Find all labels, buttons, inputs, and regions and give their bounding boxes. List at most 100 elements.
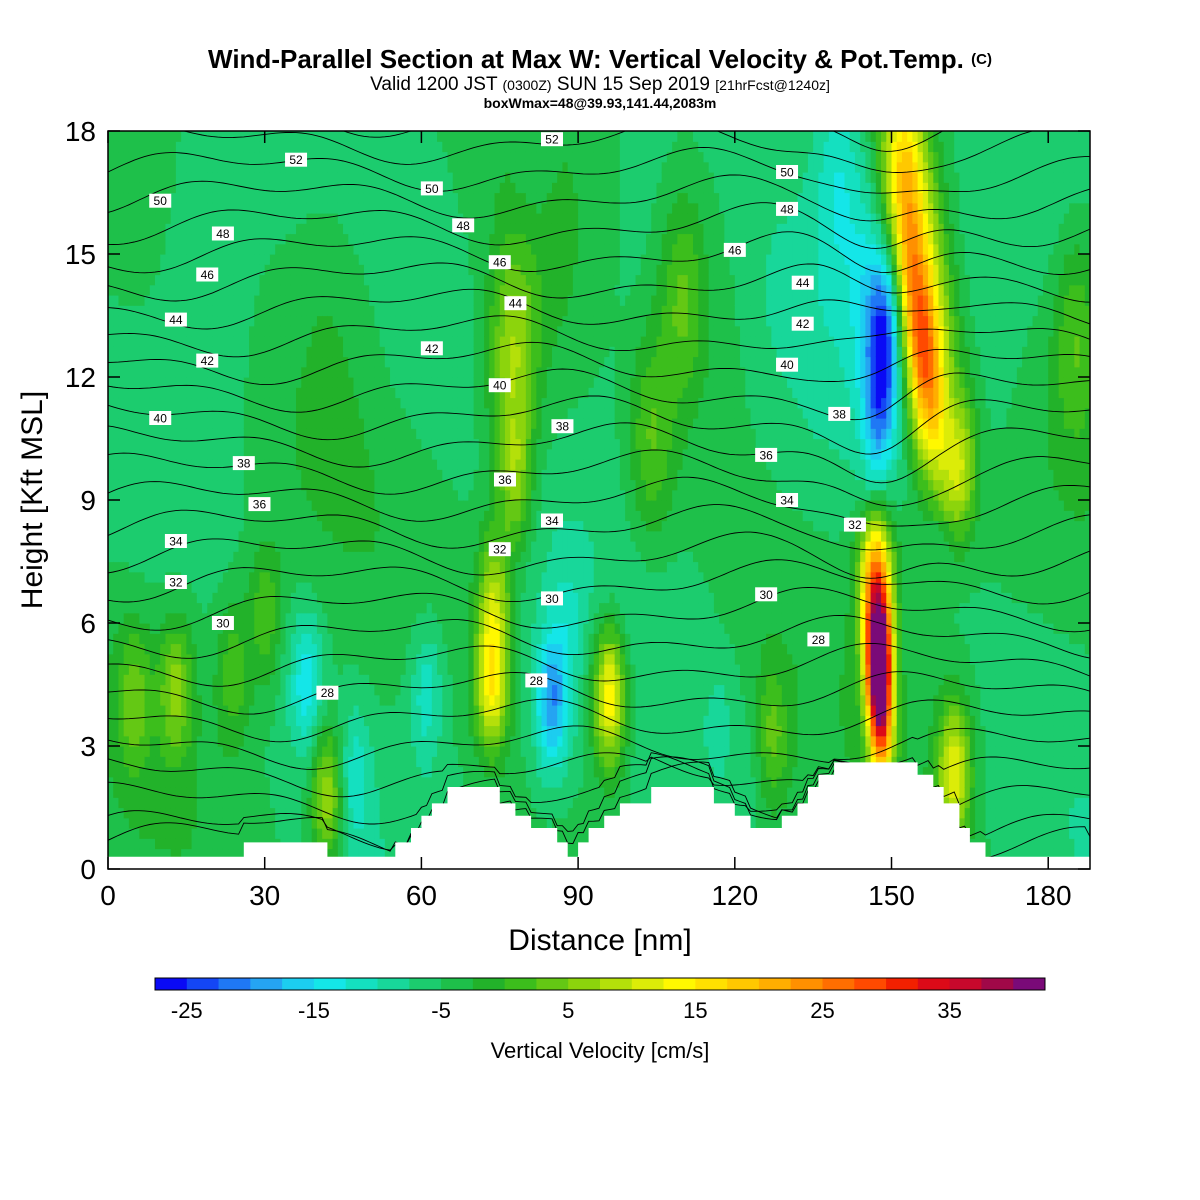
isentrope-line (108, 288, 1090, 330)
isentrope-label: 48 (776, 201, 799, 216)
colorbar-swatch (695, 978, 728, 990)
colorbar-swatch (981, 978, 1014, 990)
colorbar-tick-label: 25 (810, 998, 834, 1023)
isentrope-label: 40 (776, 357, 799, 372)
chart-title: Wind-Parallel Section at Max W: Vertical… (208, 44, 992, 74)
colorbar: -25 -15 -5 5 15 25 35 (154, 977, 1046, 1023)
colorbar-swatch (600, 978, 633, 990)
y-tick-label: 15 (65, 239, 96, 270)
isentrope-label: 44 (791, 275, 814, 290)
isentrope-label: 36 (248, 497, 271, 512)
isentrope-label: 50 (420, 181, 443, 196)
isentrope-label: 40 (149, 411, 172, 426)
isentrope-line (108, 642, 1090, 687)
y-tick-label: 3 (80, 731, 96, 762)
isentrope-label: 28 (525, 673, 548, 688)
y-tick-label: 9 (80, 485, 96, 516)
colorbar-swatch (663, 978, 696, 990)
colorbar-swatch (1013, 978, 1046, 990)
colorbar-swatch (441, 978, 474, 990)
isentrope-line (108, 202, 1090, 249)
isentrope-label: 42 (196, 353, 219, 368)
x-axis: 0 30 60 90 120 150 180 (100, 131, 1072, 911)
isentrope-label: 46 (488, 255, 511, 270)
colorbar-title: Vertical Velocity [cm/s] (491, 1038, 710, 1063)
colorbar-swatch (250, 978, 283, 990)
isentrope-line (108, 146, 1090, 194)
isentrope-label: 34 (164, 534, 187, 549)
x-axis-title: Distance [nm] (508, 924, 691, 957)
y-axis-title: Height [Kft MSL] (16, 391, 49, 609)
isentrope-label: 32 (488, 542, 511, 557)
isentrope-label: 36 (755, 447, 778, 462)
terrain (108, 762, 1090, 869)
isentrope-label: 46 (723, 242, 746, 257)
isentrope-label: 38 (551, 419, 574, 434)
isentrope-label: 48 (452, 218, 475, 233)
y-tick-label: 0 (80, 854, 96, 885)
isentrope-line (108, 531, 1090, 579)
isentrope-line (108, 725, 1090, 770)
isentrope-line (108, 174, 1090, 222)
isentrope-line (182, 131, 1090, 173)
colorbar-swatch (790, 978, 823, 990)
colorbar-swatch (472, 978, 506, 990)
isentrope-line (108, 422, 1090, 484)
isentrope-label: 30 (755, 587, 778, 602)
colorbar-swatch (727, 978, 760, 990)
colorbar-swatch (218, 978, 251, 990)
chart-box-info: boxWmax=48@39.93,141.44,2083m (483, 95, 717, 111)
colorbar-tick-label: 5 (562, 998, 574, 1023)
colorbar-swatch (313, 978, 347, 990)
isentrope-label: 40 (488, 378, 511, 393)
isentrope-line (108, 698, 1090, 743)
isentrope-line (108, 262, 1090, 303)
isentrope-line (108, 231, 1090, 275)
plot-area: 52 52 50 50 50 48 48 48 46 46 46 44 44 44 42 42 42 40 40 40… (107, 130, 1091, 870)
y-tick-label: 12 (65, 362, 96, 393)
colorbar-swatch (886, 978, 919, 990)
x-tick-label: 0 (100, 880, 116, 911)
colorbar-tick-label: 15 (683, 998, 707, 1023)
isentrope-label: 30 (540, 591, 563, 606)
isentrope-line (342, 131, 944, 152)
colorbar-swatch (758, 978, 792, 990)
colorbar-swatch (949, 978, 982, 990)
isentrope-line (108, 341, 1090, 386)
colorbar-frame (154, 977, 1046, 991)
isentrope-line (108, 368, 1090, 421)
isentrope-label: 50 (149, 193, 172, 208)
colorbar-swatch (822, 978, 855, 990)
colorbar-swatch (854, 978, 887, 990)
colorbar-swatch (345, 978, 378, 990)
isentrope-label: 28 (316, 685, 339, 700)
theta-contour-labels: 52 52 50 50 50 48 48 48 46 46 46 44 44 44 42 42 42 40 40 40… (149, 132, 866, 700)
colorbar-swatch (377, 978, 410, 990)
isentrope-line (108, 476, 1090, 527)
isentrope-label: 50 (776, 165, 799, 180)
colorbar-tick-label: -15 (298, 998, 330, 1023)
x-tick-label: 30 (249, 880, 280, 911)
colorbar-swatch (504, 978, 537, 990)
x-tick-label: 150 (868, 880, 915, 911)
x-tick-label: 90 (563, 880, 594, 911)
y-tick-label: 18 (65, 116, 96, 147)
isentrope-label: 52 (540, 132, 563, 147)
colorbar-swatch (631, 978, 664, 990)
isentrope-label: 44 (504, 296, 527, 311)
colorbar-swatch (186, 978, 219, 990)
isentrope-line (108, 559, 1090, 605)
colorbar-tick-label: -25 (171, 998, 203, 1023)
colorbar-swatch (155, 978, 188, 990)
isentrope-line (108, 752, 1090, 798)
colorbar-swatch (917, 978, 951, 990)
chart-subtitle: Valid 1200 JST (0300Z) SUN 15 Sep 2019 [… (370, 74, 830, 95)
isentrope-line (108, 614, 1090, 659)
isentrope-label: 48 (211, 226, 234, 241)
colorbar-swatch (282, 978, 315, 990)
isentrope-line (108, 395, 1090, 455)
y-tick-label: 6 (80, 608, 96, 639)
x-tick-label: 60 (406, 880, 437, 911)
